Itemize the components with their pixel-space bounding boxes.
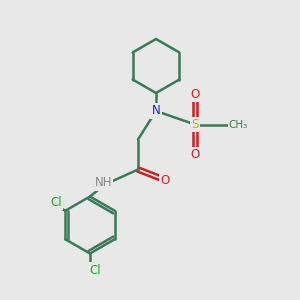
Text: N: N — [152, 104, 160, 118]
Text: NH: NH — [95, 176, 112, 190]
Text: O: O — [190, 88, 200, 101]
Text: Cl: Cl — [51, 196, 62, 209]
Text: O: O — [160, 173, 169, 187]
Text: CH₃: CH₃ — [229, 119, 248, 130]
Text: Cl: Cl — [90, 263, 101, 277]
Text: S: S — [191, 118, 199, 131]
Text: O: O — [190, 148, 200, 161]
